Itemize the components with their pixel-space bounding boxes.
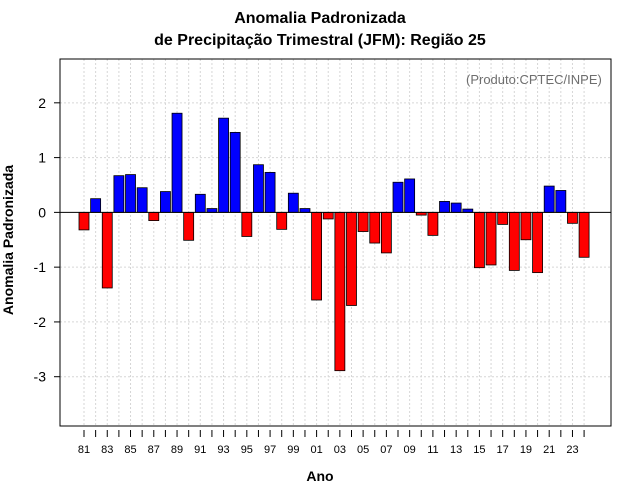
- bar-93: [218, 117, 229, 213]
- bar-97: [264, 171, 276, 213]
- bar-89: [171, 112, 183, 213]
- bar-85: [125, 174, 136, 213]
- bar-91: [194, 193, 206, 213]
- y-axis-label: Anomalia Padronizada: [0, 164, 16, 316]
- x-tick-label: 05: [357, 444, 369, 456]
- bar-05: [357, 211, 369, 232]
- bar-84: [113, 175, 125, 213]
- x-tick-label: 85: [124, 444, 136, 456]
- bar-21: [543, 185, 555, 213]
- x-tick-label: 03: [334, 444, 346, 456]
- bar-19: [520, 211, 532, 241]
- x-tick-label: 01: [310, 444, 322, 456]
- y-tick-label: -3: [34, 369, 47, 385]
- chart-title: Anomalia Padronizada de Precipitação Tri…: [0, 8, 640, 52]
- x-tick-label: 81: [78, 444, 90, 456]
- bar-17: [497, 211, 509, 225]
- y-tick-label: 0: [38, 204, 46, 220]
- bar-86: [136, 187, 148, 213]
- x-tick-label: 09: [404, 444, 416, 456]
- bar-15: [474, 211, 485, 269]
- bar-03: [334, 211, 346, 372]
- y-tick-label: 1: [38, 150, 46, 166]
- bar-94: [229, 131, 241, 213]
- bar-13: [450, 202, 462, 213]
- y-tick-label: -1: [34, 259, 47, 275]
- x-tick-label: 83: [101, 444, 113, 456]
- bar-24: [578, 211, 590, 258]
- bar-04: [346, 211, 357, 306]
- bar-22: [555, 190, 567, 213]
- y-tick-label: -2: [34, 314, 47, 330]
- bar-20: [532, 211, 543, 274]
- chart-title-line-1: Anomalia Padronizada: [234, 10, 406, 27]
- bar-98: [276, 211, 288, 230]
- x-tick-label: 17: [497, 444, 509, 456]
- x-axis-label: Ano: [306, 468, 334, 484]
- bar-92: [206, 208, 218, 213]
- x-tick-label: 95: [241, 444, 253, 456]
- bar-06: [369, 211, 381, 244]
- x-tick-label: 11: [427, 444, 438, 456]
- bar-07: [380, 211, 392, 254]
- x-tick-label: 93: [217, 444, 229, 456]
- bar-02: [322, 211, 334, 220]
- bar-81: [78, 211, 90, 231]
- x-tick-label: 89: [171, 444, 183, 456]
- bar-90: [183, 211, 195, 241]
- bar-87: [148, 211, 160, 221]
- bar-88: [160, 191, 171, 213]
- x-tick-label: 21: [543, 444, 555, 456]
- chart-title-line-2: de Precipitação Trimestral (JFM): Região…: [154, 32, 486, 49]
- x-tick-label: 07: [380, 444, 392, 456]
- bar-83: [101, 211, 113, 289]
- bar-11: [427, 211, 439, 236]
- x-tick-label: 15: [473, 444, 485, 456]
- bar-23: [567, 211, 578, 224]
- bar-01: [311, 211, 323, 301]
- bar-18: [508, 211, 520, 271]
- y-tick-label: 2: [38, 95, 46, 111]
- bar-08: [392, 181, 404, 213]
- x-tick-label: 87: [148, 444, 160, 456]
- bar-95: [241, 211, 253, 237]
- bar-16: [485, 211, 497, 266]
- bar-82: [90, 198, 102, 213]
- bar-09: [404, 178, 416, 213]
- bar-99: [287, 192, 299, 213]
- x-tick-label: 23: [566, 444, 578, 456]
- x-tick-label: 97: [264, 444, 276, 456]
- x-tick-label: 19: [520, 444, 532, 456]
- bar-00: [299, 208, 311, 213]
- x-tick-label: 99: [287, 444, 299, 456]
- plot-frame: [59, 58, 612, 427]
- bar-12: [439, 201, 450, 213]
- x-tick-label: 13: [450, 444, 462, 456]
- x-tick-label: 91: [194, 444, 206, 456]
- bar-96: [253, 164, 264, 213]
- source-annotation: (Produto:CPTEC/INPE): [466, 72, 602, 87]
